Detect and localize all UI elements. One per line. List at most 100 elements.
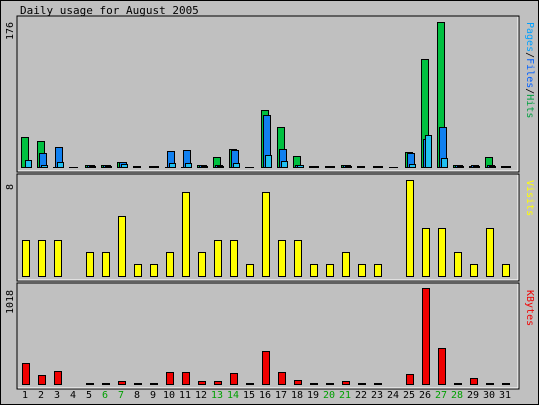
bar-kbytes-day-11 [182, 372, 190, 385]
x-tick-label-29: 29 [467, 390, 479, 401]
bar-kbytes-day-28 [454, 383, 462, 385]
bar-pages-day-25 [409, 164, 416, 168]
bar-visits-day-19 [310, 264, 318, 277]
x-tick-label-25: 25 [403, 390, 415, 401]
x-tick-label-23: 23 [371, 390, 383, 401]
chart-title: Daily usage for August 2005 [20, 4, 199, 17]
bar-kbytes-day-19 [310, 383, 318, 385]
panel-top-max-label: 176 [5, 21, 16, 40]
bar-kbytes-day-30 [486, 383, 494, 385]
bar-kbytes-day-14 [230, 373, 238, 385]
x-tick-label-10: 10 [163, 390, 175, 401]
bar-kbytes-day-18 [294, 380, 302, 385]
bar-kbytes-day-7 [118, 381, 126, 385]
bar-pages-day-2 [41, 165, 48, 168]
legend-visits: Visits [524, 180, 535, 217]
bar-kbytes-day-13 [214, 381, 222, 385]
bar-files-day-19 [311, 166, 319, 168]
bar-visits-day-26 [422, 228, 430, 277]
bar-visits-day-1 [22, 240, 30, 277]
bar-visits-day-22 [358, 264, 366, 277]
x-tick-label-13: 13 [211, 390, 223, 401]
bar-kbytes-day-21 [342, 381, 350, 385]
bar-kbytes-day-22 [358, 383, 366, 385]
x-tick-label-24: 24 [387, 390, 399, 401]
bar-visits-day-16 [262, 192, 270, 277]
x-tick-label-22: 22 [355, 390, 367, 401]
x-tick-label-27: 27 [435, 390, 447, 401]
bar-kbytes-day-20 [326, 383, 334, 385]
x-tick-label-2: 2 [38, 390, 44, 401]
bar-pages-day-10 [169, 163, 176, 168]
bar-visits-day-10 [166, 252, 174, 277]
bar-visits-day-29 [470, 264, 478, 277]
bar-pages-day-28 [457, 166, 464, 168]
bar-kbytes-day-31 [502, 383, 510, 385]
bar-kbytes-day-5 [86, 383, 94, 385]
bar-visits-day-23 [374, 264, 382, 277]
bar-pages-day-3 [57, 162, 64, 168]
x-tick-label-5: 5 [86, 390, 92, 401]
bar-kbytes-day-27 [438, 348, 446, 385]
x-tick-label-21: 21 [339, 390, 351, 401]
bar-pages-day-29 [473, 166, 480, 168]
bar-kbytes-day-2 [38, 375, 46, 385]
legend-pages: Pages [524, 22, 535, 53]
legend-hits: Hits [524, 94, 535, 119]
bar-visits-day-20 [326, 264, 334, 277]
x-tick-label-28: 28 [451, 390, 463, 401]
bar-pages-day-18 [297, 165, 304, 168]
bar-visits-day-5 [86, 252, 94, 277]
bar-files-day-23 [375, 166, 383, 168]
bar-files-day-9 [151, 166, 159, 168]
bar-hits-day-22 [357, 166, 365, 168]
x-tick-label-1: 1 [22, 390, 28, 401]
x-tick-label-26: 26 [419, 390, 431, 401]
x-tick-label-4: 4 [70, 390, 76, 401]
legend-kbytes: KBytes [524, 290, 535, 327]
bar-pages-day-16 [265, 155, 272, 168]
bar-kbytes-day-29 [470, 378, 478, 385]
x-tick-label-17: 17 [275, 390, 287, 401]
bar-visits-day-30 [486, 228, 494, 277]
bar-visits-day-7 [118, 216, 126, 277]
bar-visits-day-17 [278, 240, 286, 277]
x-tick-label-6: 6 [102, 390, 108, 401]
bar-kbytes-day-12 [198, 381, 206, 385]
bar-visits-day-21 [342, 252, 350, 277]
panel-middle-max-label: 8 [5, 183, 16, 190]
bar-files-day-31 [503, 166, 511, 168]
legend-pages-files-hits: Pages/Files/Hits [524, 22, 535, 118]
bar-visits-day-9 [150, 264, 158, 277]
bar-kbytes-day-9 [150, 383, 158, 385]
bar-hits-day-8 [133, 166, 141, 168]
x-tick-label-15: 15 [243, 390, 255, 401]
bar-pages-day-27 [441, 158, 448, 168]
bar-visits-day-25 [406, 180, 414, 277]
x-tick-label-11: 11 [179, 390, 191, 401]
x-tick-label-8: 8 [134, 390, 140, 401]
bar-visits-day-18 [294, 240, 302, 277]
bar-visits-day-11 [182, 192, 190, 277]
bar-visits-day-14 [230, 240, 238, 277]
bar-pages-day-12 [201, 166, 208, 168]
bar-kbytes-day-6 [102, 383, 110, 385]
bar-pages-day-1 [25, 160, 32, 168]
bar-visits-day-15 [246, 264, 254, 277]
bar-kbytes-day-16 [262, 351, 270, 385]
bar-visits-day-31 [502, 264, 510, 277]
bar-pages-day-21 [345, 166, 352, 168]
bar-pages-day-6 [105, 166, 112, 168]
bar-visits-day-27 [438, 228, 446, 277]
x-tick-label-7: 7 [118, 390, 124, 401]
bar-visits-day-28 [454, 252, 462, 277]
bar-kbytes-day-15 [246, 383, 254, 385]
x-tick-label-12: 12 [195, 390, 207, 401]
bar-pages-day-7 [121, 164, 128, 168]
bar-visits-day-6 [102, 252, 110, 277]
bar-pages-day-11 [185, 163, 192, 168]
bar-visits-day-13 [214, 240, 222, 277]
x-tick-label-31: 31 [499, 390, 511, 401]
bar-visits-day-8 [134, 264, 142, 277]
